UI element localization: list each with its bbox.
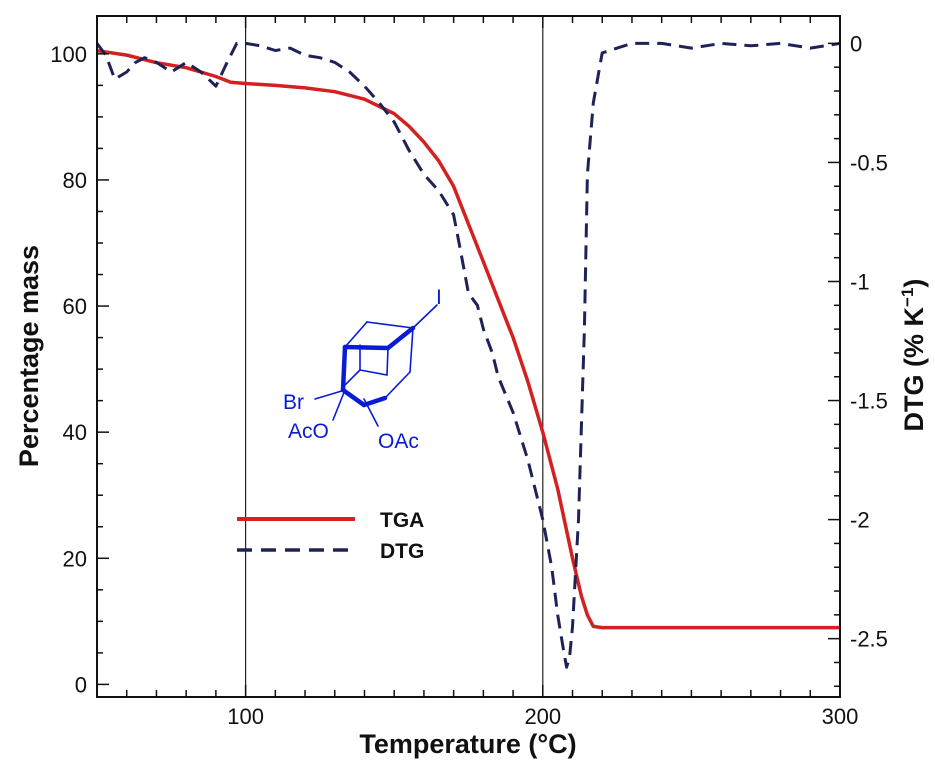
molecule-label-bromine: Br xyxy=(283,391,304,414)
y-right-tick-label: -2 xyxy=(850,508,870,533)
y-right-tick-label: -1.5 xyxy=(850,389,888,414)
x-axis: 100 200 300 xyxy=(125,16,859,729)
plot-frame xyxy=(96,15,841,698)
molecule-label-acetoxy-right: OAc xyxy=(378,430,419,453)
reference-lines xyxy=(245,16,544,697)
molecule-bold-bonds xyxy=(340,325,416,408)
y-left-tick-label: 100 xyxy=(50,42,87,67)
molecule-label-acetoxy-left: AcO xyxy=(288,420,329,443)
y-right-tick-label: -1 xyxy=(850,269,870,294)
y-left-tick-label: 40 xyxy=(63,420,87,445)
y-left-tick-label: 80 xyxy=(63,168,87,193)
legend: TGA DTG xyxy=(237,509,424,563)
x-axis-title: Temperature (°C) xyxy=(359,729,576,759)
y-axis-right-title: DTG (% K−1) xyxy=(898,279,929,432)
legend-label-dtg: DTG xyxy=(380,540,424,563)
x-tick-label: 200 xyxy=(524,704,561,729)
legend-label-tga: TGA xyxy=(380,509,424,532)
y-left-tick-label: 60 xyxy=(63,294,87,319)
x-tick-label: 100 xyxy=(227,704,264,729)
y-axis-left: 0 20 40 60 80 100 xyxy=(50,42,109,697)
molecule-label-iodine: I xyxy=(436,286,442,309)
y-axis-right: 0 -0.5 -1 -1.5 -2 -2.5 xyxy=(828,31,888,688)
series-line-dtg xyxy=(95,41,841,669)
y-axis-right-title-superscript: −1 xyxy=(898,288,917,307)
series-line-tga xyxy=(96,48,840,630)
y-axis-right-title-close: ) xyxy=(899,279,929,288)
series-layer xyxy=(95,41,841,669)
y-axis-right-title-main: DTG (% K xyxy=(899,306,929,431)
y-right-tick-label: 0 xyxy=(850,31,862,56)
molecule-thin-bonds xyxy=(314,304,438,427)
y-right-tick-label: -2.5 xyxy=(850,627,888,652)
x-tick-label: 300 xyxy=(822,704,859,729)
y-axis-left-title: Percentage mass xyxy=(14,245,44,467)
y-right-tick-label: -0.5 xyxy=(850,150,888,175)
molecule-structure: I Br AcO OAc xyxy=(283,286,442,453)
y-left-tick-label: 0 xyxy=(75,672,87,697)
y-left-tick-label: 20 xyxy=(63,546,87,571)
